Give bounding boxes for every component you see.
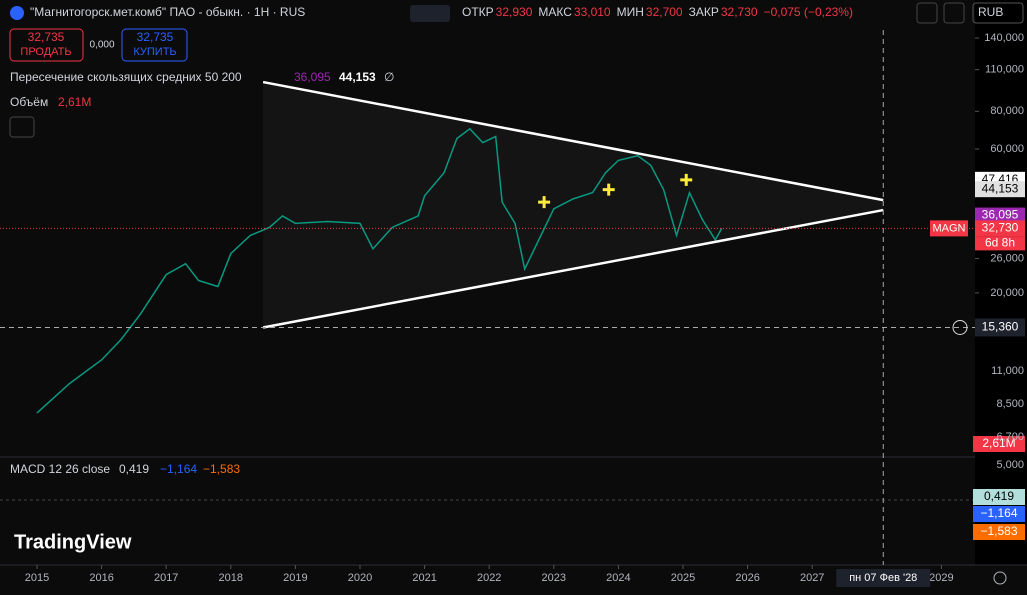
macd-axis: 5,000	[996, 459, 1024, 471]
volume-name: Объём	[10, 95, 48, 109]
macd-label-text: −1,164	[980, 506, 1017, 520]
volume-label-text: 2,61M	[982, 436, 1015, 450]
x-tick-label: 2019	[283, 572, 307, 584]
settings-icon[interactable]	[993, 571, 1007, 585]
symbol-icon	[10, 6, 24, 20]
y-tick-label: 140,000	[984, 32, 1024, 44]
ohlc-value: 32,730	[721, 5, 758, 19]
cross-marker	[602, 183, 615, 196]
trendline	[262, 80, 884, 202]
ohlc-label: МИН	[617, 5, 644, 19]
spread: 0,000	[89, 40, 114, 51]
ma-name: Пересечение скользящих средних 50 200	[10, 70, 242, 84]
ma-v2: 44,153	[339, 70, 376, 84]
x-tick-label: 2024	[606, 572, 630, 584]
countdown-bg	[975, 236, 1025, 251]
macd-v3: −1,583	[203, 462, 240, 476]
volume-value: 2,61M	[58, 95, 91, 109]
change: −0,075 (−0,23%)	[764, 5, 853, 19]
price-label	[975, 181, 1025, 198]
currency: RUB	[978, 5, 1003, 19]
x-tick-label: 2027	[800, 572, 824, 584]
price-line	[36, 127, 723, 414]
countdown: 6d 8h	[985, 236, 1015, 250]
x-tick-label: 2021	[412, 572, 436, 584]
triangle-area	[263, 82, 884, 328]
y-tick-label: 110,000	[985, 63, 1024, 75]
macd-v1: 0,419	[119, 462, 149, 476]
x-tick-label: 2026	[735, 572, 759, 584]
ticker: MAGN	[933, 222, 966, 234]
volume-axis-label: 11,000	[991, 365, 1024, 377]
ticker-tag	[930, 220, 968, 237]
volume-axis-label: 6,700	[996, 431, 1024, 443]
screenshot-button[interactable]	[943, 2, 965, 24]
crosshair-label-text: 15,360	[982, 320, 1019, 334]
price-label-text: 36,095	[982, 208, 1019, 222]
crosshair-x-label-text: пн 07 Фев '28	[849, 572, 917, 584]
y-tick-label: 60,000	[990, 143, 1024, 155]
y-tick-label: 20,000	[990, 287, 1024, 299]
buy-button[interactable]	[121, 28, 188, 62]
collapse-button[interactable]	[9, 116, 35, 138]
buy-price: 32,735	[137, 30, 174, 44]
sell-button[interactable]	[9, 28, 84, 62]
ohlc-label: МАКС	[538, 5, 572, 19]
x-tick-label: 2016	[89, 572, 113, 584]
macd-label	[973, 506, 1025, 522]
volume-axis-label: 8,500	[996, 398, 1024, 410]
y-tick-label: 80,000	[990, 105, 1024, 117]
macd-v2: −1,164	[160, 462, 197, 476]
macd-name: MACD 12 26 close	[10, 462, 110, 476]
crosshair-label	[975, 318, 1025, 337]
symbol: "Магнитогорск.мет.комб" ПАО - обыкн. · 1…	[30, 5, 305, 19]
macd-label	[973, 489, 1025, 505]
x-tick-label: 2029	[929, 572, 953, 584]
crosshair-x-label	[836, 569, 931, 587]
x-tick-label: 2022	[477, 572, 501, 584]
ohlc-label: ОТКР	[462, 5, 494, 19]
x-tick-label: 2023	[542, 572, 566, 584]
macd-label-text: 0,419	[984, 489, 1014, 503]
ohlc-value: 32,930	[496, 5, 533, 19]
cross-marker	[680, 173, 693, 186]
x-tick-label: 2020	[348, 572, 372, 584]
logo: TradingView	[14, 531, 132, 553]
macd-label	[973, 524, 1025, 540]
x-tick-label: 2025	[671, 572, 695, 584]
price-label-text: 32,730	[982, 221, 1019, 235]
y-tick-label: 26,000	[990, 252, 1024, 264]
price-label	[975, 220, 1025, 237]
macd-label-text: −1,583	[980, 524, 1017, 538]
cross-marker	[538, 196, 551, 209]
price-label-text: 44,153	[982, 181, 1019, 195]
ma-symbol: ∅	[384, 70, 394, 84]
buy-label: КУПИТЬ	[133, 46, 176, 58]
ohlc-value: 33,010	[574, 5, 611, 19]
price-axis-bg	[975, 0, 1027, 565]
add-alert[interactable]	[952, 319, 968, 335]
download-button[interactable]	[916, 2, 938, 24]
x-tick-label: 2017	[154, 572, 178, 584]
ma-v1: 36,095	[294, 70, 331, 84]
volume-label	[973, 436, 1025, 452]
sell-price: 32,735	[28, 30, 65, 44]
ohlc-value: 32,700	[646, 5, 683, 19]
ohlc-label: ЗАКР	[689, 5, 719, 19]
sell-label: ПРОДАТЬ	[20, 46, 71, 58]
price-label	[975, 207, 1025, 224]
x-tick-label: 2015	[25, 572, 49, 584]
x-tick-label: 2018	[219, 572, 243, 584]
currency-select[interactable]	[972, 2, 1024, 24]
indicator-button[interactable]	[410, 5, 450, 22]
trendline	[262, 208, 884, 329]
